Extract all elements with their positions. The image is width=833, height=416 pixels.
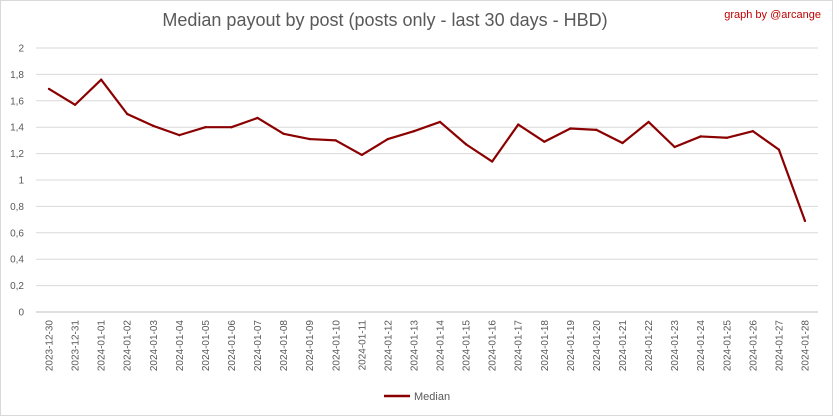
x-tick-label: 2024-01-27 xyxy=(774,320,785,372)
series-lines xyxy=(47,78,807,223)
chart-credit: graph by @arcange xyxy=(724,9,821,21)
x-tick-label: 2024-01-21 xyxy=(618,320,629,372)
x-tick-label: 2024-01-14 xyxy=(436,320,447,372)
x-tick-label: 2023-12-31 xyxy=(71,320,82,372)
y-tick-label: 0 xyxy=(18,308,24,319)
x-tick-label: 2024-01-17 xyxy=(514,320,525,372)
data-point xyxy=(699,135,702,138)
y-tick-label: 0,6 xyxy=(10,228,24,239)
x-tick-label: 2024-01-04 xyxy=(175,320,186,372)
x-tick-label: 2024-01-19 xyxy=(566,320,577,372)
x-tick-label: 2023-12-30 xyxy=(45,320,56,372)
data-point xyxy=(256,116,259,120)
data-point xyxy=(464,143,468,146)
x-tick-label: 2024-01-01 xyxy=(97,320,108,372)
x-tick-label: 2024-01-03 xyxy=(149,320,160,372)
y-axis-ticks: 0 0,2 0,4 0,6 0,8 1 1,2 1,4 1,6 1,8 2 xyxy=(10,44,24,319)
data-point xyxy=(126,112,129,116)
x-tick-label: 2024-01-06 xyxy=(227,320,238,372)
data-point xyxy=(725,136,728,139)
x-tick-label: 2024-01-13 xyxy=(409,320,420,372)
data-point xyxy=(99,78,103,81)
data-point xyxy=(621,141,624,145)
data-point xyxy=(204,126,207,129)
data-point xyxy=(595,128,598,132)
data-point xyxy=(360,153,364,157)
y-tick-label: 0,8 xyxy=(10,202,24,213)
data-point xyxy=(386,137,390,141)
data-point xyxy=(152,124,155,128)
y-tick-label: 1 xyxy=(18,176,24,187)
data-point xyxy=(647,120,650,124)
y-tick-label: 1,8 xyxy=(10,70,24,81)
x-tick-label: 2024-01-08 xyxy=(279,320,290,372)
gridlines xyxy=(36,47,818,313)
data-point xyxy=(334,139,337,142)
chart-title: Median payout by post (posts only - last… xyxy=(162,10,608,30)
x-tick-label: 2024-01-20 xyxy=(592,320,603,372)
data-point xyxy=(230,126,233,129)
x-tick-label: 2024-01-22 xyxy=(644,320,655,372)
data-point xyxy=(47,87,51,91)
data-point xyxy=(751,129,755,133)
legend: Median xyxy=(384,391,450,403)
y-tick-label: 1,2 xyxy=(10,149,24,160)
x-axis-ticks: 2023-12-30 2023-12-31 2024-01-01 2024-01-02… xyxy=(45,320,812,372)
y-tick-label: 1,4 xyxy=(10,123,24,134)
y-tick-label: 1,6 xyxy=(10,96,24,107)
x-tick-label: 2024-01-24 xyxy=(696,320,707,372)
data-point xyxy=(803,219,807,223)
x-tick-label: 2024-01-28 xyxy=(800,320,811,372)
y-tick-label: 0,4 xyxy=(10,255,24,266)
data-point xyxy=(178,133,181,137)
x-tick-label: 2024-01-02 xyxy=(123,320,134,372)
data-point xyxy=(282,132,285,135)
data-point xyxy=(569,127,572,130)
data-point xyxy=(438,120,442,124)
x-tick-label: 2024-01-09 xyxy=(305,320,316,372)
x-tick-label: 2024-01-10 xyxy=(331,320,342,372)
x-tick-label: 2024-01-18 xyxy=(540,320,551,372)
data-point xyxy=(412,129,416,133)
y-tick-label: 2 xyxy=(18,44,24,55)
x-tick-label: 2024-01-23 xyxy=(670,320,681,372)
data-point xyxy=(777,148,781,151)
x-tick-label: 2024-01-16 xyxy=(488,320,499,372)
x-tick-label: 2024-01-05 xyxy=(201,320,212,372)
x-tick-label: 2024-01-15 xyxy=(462,320,473,372)
x-tick-label: 2024-01-12 xyxy=(383,320,394,372)
legend-label-median: Median xyxy=(414,391,450,403)
data-point xyxy=(673,145,676,149)
data-point xyxy=(490,160,494,163)
x-tick-label: 2024-01-07 xyxy=(253,320,264,372)
data-point xyxy=(517,123,520,126)
x-tick-label: 2024-01-26 xyxy=(748,320,759,372)
data-point xyxy=(308,137,311,141)
x-tick-label: 2024-01-25 xyxy=(722,320,733,372)
x-tick-label: 2024-01-11 xyxy=(357,320,368,371)
series-line-median xyxy=(48,78,807,222)
data-point xyxy=(73,103,77,106)
data-point xyxy=(543,140,546,143)
y-tick-label: 0,2 xyxy=(10,281,24,292)
